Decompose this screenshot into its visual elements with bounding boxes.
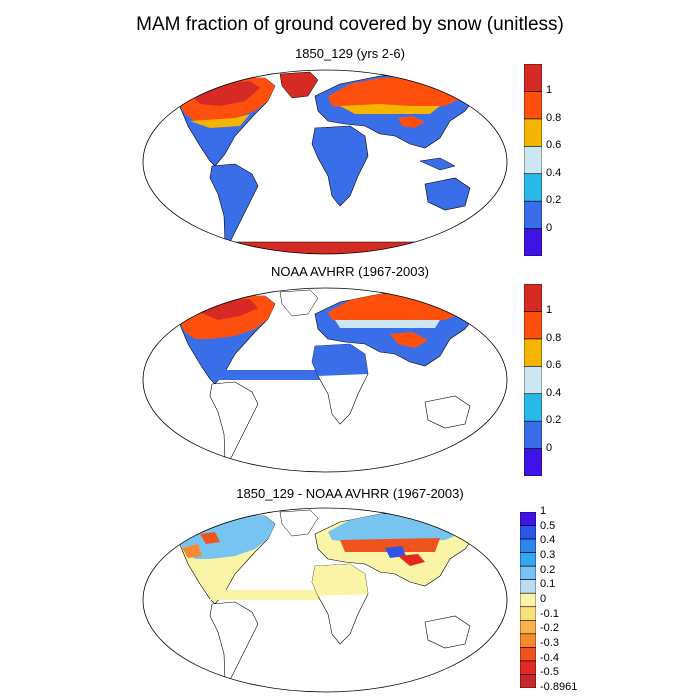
australia-region — [424, 615, 471, 649]
tropics-no-data-band — [210, 370, 360, 380]
greenland-region — [279, 71, 319, 99]
colorbar-swatch — [519, 660, 537, 675]
colorbar-swatch — [519, 620, 537, 635]
colorbar-swatch — [519, 552, 537, 567]
colorbar-tick-label: 0.8 — [546, 331, 562, 344]
colorbar-tick-label: -0.4 — [540, 651, 559, 664]
world-map — [142, 287, 508, 473]
colorbar — [523, 63, 543, 261]
north-america-snow-high — [190, 81, 260, 106]
colorbar-tick-label: 0.4 — [546, 166, 562, 179]
colorbar-swatch — [519, 606, 537, 621]
colorbar-tick-label: 0.6 — [546, 359, 562, 372]
eurasia-snow-transition — [335, 320, 440, 328]
colorbar-tick-label: 0.4 — [546, 386, 562, 399]
south-america-region — [209, 381, 259, 461]
eurasia-diff-positive — [340, 538, 440, 552]
colorbar-tick-label: -0.8961 — [540, 681, 578, 693]
colorbar-tick-label: -0.5 — [540, 666, 559, 679]
himalaya-snow — [390, 332, 428, 348]
colorbar-tick-label: 0.8 — [546, 111, 562, 124]
africa-north-region — [312, 344, 368, 376]
north-america-diff-positive — [200, 532, 220, 544]
colorbar-tick-label: 0.4 — [540, 534, 556, 547]
colorbar-tick-label: 0.2 — [546, 194, 562, 207]
north-america-snow-transition — [190, 114, 250, 128]
indonesia-region — [419, 157, 456, 171]
colorbar — [519, 511, 537, 693]
colorbar-swatch — [519, 565, 537, 580]
colorbar-tick-label: -0.1 — [540, 607, 559, 620]
south-america-region — [209, 163, 259, 243]
colorbar-tick-label: 0 — [546, 441, 553, 454]
panel-title: 1850_129 (yrs 2-6) — [295, 46, 405, 61]
colorbar-swatch — [519, 633, 537, 648]
colorbar-tick-label: 0 — [546, 221, 553, 234]
colorbar-swatch — [519, 525, 537, 540]
north-america-snow-high — [195, 299, 258, 320]
south-america-region — [209, 601, 259, 681]
colorbar-tick-label: 0 — [540, 593, 547, 605]
colorbar — [523, 283, 543, 481]
colorbar-swatch — [519, 592, 537, 608]
colorbar-tick-label: 0.1 — [540, 578, 556, 591]
world-map — [142, 69, 508, 255]
australia-region — [424, 177, 471, 211]
panel-title: 1850_129 - NOAA AVHRR (1967-2003) — [236, 486, 464, 501]
colorbar-swatch — [519, 538, 537, 553]
colorbar-tick-label: -0.3 — [540, 637, 559, 649]
colorbar-tick-label: 0.3 — [540, 549, 556, 561]
africa-region — [311, 125, 369, 207]
colorbar-tick-label: 0.5 — [540, 519, 556, 532]
eurasia-snow-transition — [340, 104, 440, 114]
colorbar-swatch — [519, 674, 537, 689]
tropics-band — [210, 590, 360, 600]
north-america-diff-west — [182, 544, 202, 558]
panel-model-snow-cover: 1850_129 (yrs 2-6) — [0, 0, 700, 260]
central-asia-diff-negative — [385, 546, 406, 558]
colorbar-swatches — [519, 511, 537, 689]
himalaya-diff — [398, 554, 425, 566]
colorbar-tick-label: -0.2 — [540, 622, 559, 635]
colorbar-tick-label: 1 — [540, 505, 547, 517]
colorbar-swatch — [519, 647, 537, 662]
eurasia-diff — [328, 512, 470, 542]
colorbar-swatch — [519, 579, 537, 594]
australia-region — [424, 395, 471, 429]
greenland-region — [279, 509, 319, 537]
colorbar-swatches — [523, 63, 543, 257]
colorbar-tick-label: 0.2 — [546, 414, 562, 427]
africa-north-region — [312, 564, 368, 596]
colorbar-tick-label: 1 — [546, 84, 553, 97]
colorbar-swatch — [519, 511, 537, 526]
world-map — [142, 507, 508, 693]
figure-title: MAM fraction of ground covered by snow (… — [136, 14, 564, 35]
panel-observed-snow-cover: NOAA AVHRR (1967-2003) 0 0.2 0.4 0.6 0.8 1 — [142, 264, 562, 481]
colorbar-swatches — [523, 283, 543, 477]
himalaya-snow — [398, 116, 425, 128]
panel-title: NOAA AVHRR (1967-2003) — [271, 264, 429, 279]
greenland-region — [279, 289, 319, 317]
colorbar-tick-label: 0.2 — [540, 563, 556, 576]
colorbar-tick-label: 0.6 — [546, 139, 562, 152]
colorbar-tick-label: 1 — [546, 304, 553, 317]
